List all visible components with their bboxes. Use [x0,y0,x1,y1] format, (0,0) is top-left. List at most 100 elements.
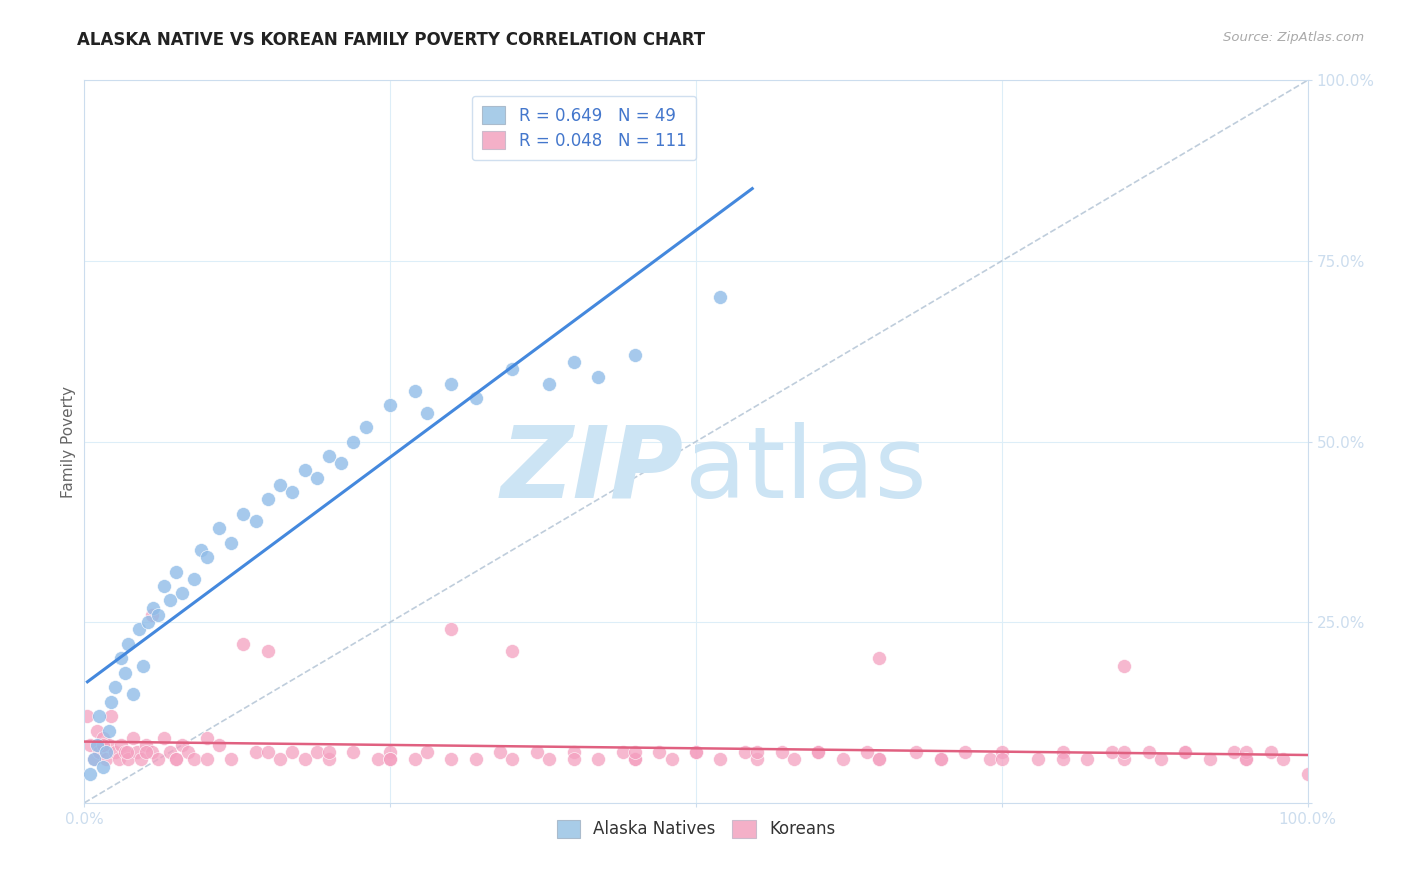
Point [97,723,120,738]
Point [1174,745,1197,759]
Point [208,738,231,752]
Point [104,680,127,694]
Point [526,745,548,759]
Point [979,752,1001,766]
Point [91,760,114,774]
Point [661,752,683,766]
Point [79,767,101,781]
Point [1028,752,1050,766]
Point [107,752,129,766]
Point [83,752,105,766]
Point [245,514,267,528]
Point [257,492,280,507]
Point [440,623,463,637]
Point [96,752,118,766]
Point [502,362,524,376]
Point [153,579,176,593]
Point [141,607,163,622]
Point [562,355,585,369]
Point [440,376,463,391]
Point [1198,752,1220,766]
Point [953,745,976,759]
Point [125,745,148,759]
Point [87,709,110,723]
Point [142,600,165,615]
Point [132,658,155,673]
Point [685,745,707,759]
Point [159,745,181,759]
Point [269,752,291,766]
Point [135,745,157,759]
Point [190,542,212,557]
Point [416,745,439,759]
Point [257,745,280,759]
Point [114,745,136,759]
Point [464,391,486,405]
Point [195,550,218,565]
Point [991,745,1014,759]
Y-axis label: Family Poverty: Family Poverty [60,385,76,498]
Point [136,615,159,630]
Point [100,695,122,709]
Point [404,384,426,398]
Point [183,572,205,586]
Point [1114,752,1136,766]
Point [342,745,364,759]
Point [1174,745,1197,759]
Point [380,745,402,759]
Point [807,745,830,759]
Point [538,376,561,391]
Point [219,535,242,549]
Point [83,752,105,766]
Point [1236,752,1258,766]
Point [905,745,928,759]
Point [159,593,181,607]
Point [1236,752,1258,766]
Point [380,752,402,766]
Point [440,752,463,766]
Point [1101,745,1123,759]
Point [783,752,806,766]
Point [91,731,114,745]
Point [1150,752,1173,766]
Point [318,449,340,463]
Point [318,752,340,766]
Point [141,745,163,759]
Point [245,745,267,759]
Point [489,745,512,759]
Text: Source: ZipAtlas.com: Source: ZipAtlas.com [1223,31,1364,45]
Point [991,752,1014,766]
Point [86,738,108,752]
Point [1076,752,1098,766]
Point [624,348,647,362]
Point [1296,767,1319,781]
Point [586,752,609,766]
Point [869,651,891,665]
Point [747,745,769,759]
Point [110,651,132,665]
Point [195,752,218,766]
Point [114,665,136,680]
Text: ALASKA NATIVE VS KOREAN FAMILY POVERTY CORRELATION CHART: ALASKA NATIVE VS KOREAN FAMILY POVERTY C… [77,31,706,49]
Point [538,752,561,766]
Point [586,369,609,384]
Point [929,752,952,766]
Point [464,752,486,766]
Point [100,709,122,723]
Point [86,723,108,738]
Point [709,290,731,304]
Point [416,406,439,420]
Point [502,752,524,766]
Point [232,637,254,651]
Point [135,738,157,752]
Point [165,565,187,579]
Point [172,586,194,600]
Point [165,752,187,766]
Point [807,745,830,759]
Point [172,738,194,752]
Point [96,745,118,759]
Point [367,752,389,766]
Point [257,644,280,658]
Point [869,752,891,766]
Point [117,637,139,651]
